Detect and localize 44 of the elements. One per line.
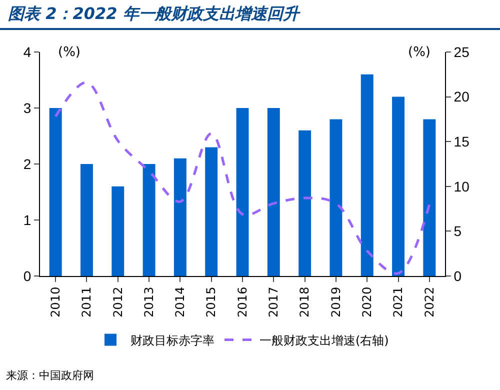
y-axis-title: (%): [58, 45, 80, 60]
bar: [112, 186, 124, 276]
y-tick-label: 1: [23, 212, 32, 228]
bar: [205, 147, 218, 276]
x-tick-label: 2021: [391, 286, 406, 318]
y2-axis-title: (%): [408, 45, 430, 60]
y2-tick-label: 25: [454, 44, 470, 60]
bar: [236, 108, 249, 276]
y2-tick-label: 20: [454, 88, 470, 105]
legend-label: 财政目标赤字率: [130, 333, 214, 348]
bar: [49, 108, 62, 276]
bar: [423, 119, 436, 276]
x-tick-label: 2015: [204, 286, 218, 318]
x-tick-label: 2022: [422, 286, 436, 318]
y2-tick-label: 5: [454, 223, 462, 240]
y2-tick-label: 10: [454, 178, 470, 194]
x-tick-label: 2018: [298, 286, 312, 318]
x-tick-label: 2017: [266, 286, 281, 318]
bar: [80, 164, 93, 276]
x-tick-label: 2020: [360, 286, 374, 318]
bar: [360, 74, 374, 276]
bar: [142, 164, 156, 276]
x-tick-label: 2016: [235, 286, 250, 318]
x-tick-label: 2011: [80, 286, 94, 318]
source-note: 来源：中国政府网: [6, 368, 94, 383]
y2-tick-label: 15: [454, 134, 470, 150]
x-tick-label: 2019: [328, 286, 343, 318]
y-tick-label: 0: [23, 268, 32, 284]
x-tick-label: 2013: [142, 286, 156, 318]
chart-title: 图表 2：2022 年一般财政支出增速回升: [8, 4, 299, 25]
bar: [392, 96, 404, 276]
x-tick-label: 2014: [173, 286, 188, 318]
bar: [298, 130, 312, 276]
y-tick-label: 4: [23, 44, 32, 60]
legend-label: 一般财政支出增速(右轴): [260, 333, 389, 348]
x-tick-label: 2012: [110, 286, 125, 318]
bar: [174, 158, 186, 276]
bar: [267, 108, 280, 276]
bar: [330, 119, 342, 276]
y2-tick-label: 0: [454, 268, 462, 284]
x-tick-label: 2010: [48, 286, 62, 318]
y-tick-label: 3: [23, 100, 32, 116]
y-tick-label: 2: [23, 156, 32, 172]
line-series: [54, 81, 431, 275]
